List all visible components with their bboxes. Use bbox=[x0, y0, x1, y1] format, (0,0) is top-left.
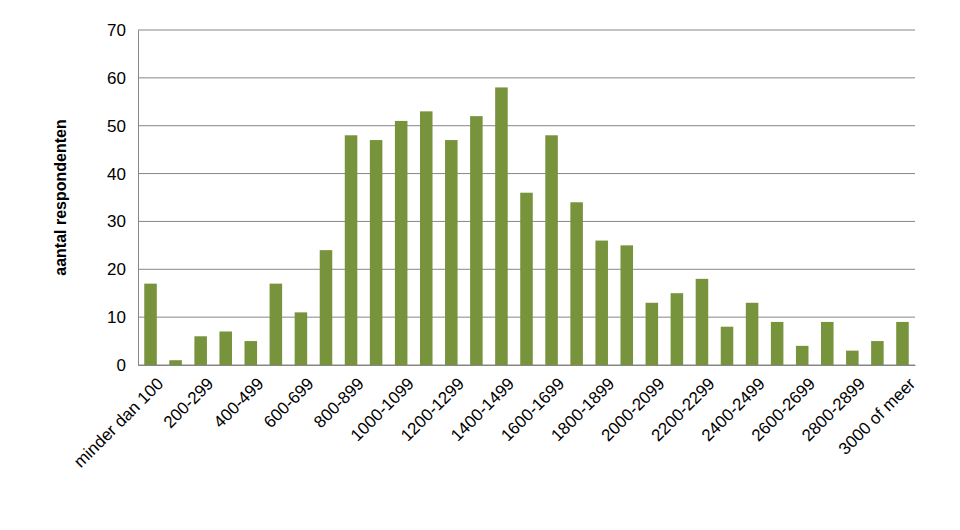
plot: 0 10 20 30 40 50 60 70 minder dan 100200-299400-… bbox=[70, 21, 919, 471]
y-tick: 30 bbox=[107, 212, 138, 231]
bar bbox=[345, 135, 358, 365]
bar bbox=[671, 293, 684, 365]
y-tick-label: 30 bbox=[107, 212, 126, 231]
bar bbox=[470, 116, 483, 365]
chart: 0 10 20 30 40 50 60 70 minder dan 100200-299400-… bbox=[0, 0, 960, 530]
bar bbox=[570, 202, 583, 365]
bar bbox=[846, 351, 859, 365]
bar bbox=[896, 322, 909, 365]
bar bbox=[169, 360, 182, 365]
bar bbox=[370, 140, 383, 365]
bar bbox=[445, 140, 458, 365]
bar bbox=[520, 193, 533, 365]
grid-line bbox=[138, 30, 915, 31]
grid bbox=[138, 30, 915, 365]
x-tick: 600-699 bbox=[260, 365, 318, 432]
x-tick: 3000 of meer bbox=[835, 365, 920, 459]
x-axis: minder dan 100200-299400-499600-699800-8… bbox=[70, 365, 919, 471]
grid-line bbox=[138, 173, 915, 174]
x-tick: minder dan 100 bbox=[70, 365, 167, 471]
y-axis: 0 10 20 30 40 50 60 70 bbox=[107, 21, 138, 375]
bar bbox=[144, 284, 157, 365]
bar bbox=[495, 87, 508, 365]
y-tick-label: 0 bbox=[117, 356, 126, 375]
bar bbox=[646, 303, 659, 365]
y-axis-line bbox=[138, 31, 139, 366]
x-tick-label: 200-299 bbox=[160, 374, 218, 432]
y-tick-label: 10 bbox=[107, 308, 126, 327]
y-tick: 60 bbox=[107, 69, 138, 88]
bar bbox=[595, 241, 608, 365]
bars bbox=[144, 87, 908, 365]
y-tick: 0 bbox=[117, 356, 138, 375]
bar bbox=[721, 327, 734, 365]
bar bbox=[821, 322, 834, 365]
y-tick: 10 bbox=[107, 308, 138, 327]
bar bbox=[219, 332, 232, 366]
x-tick: 400-499 bbox=[210, 365, 268, 432]
bar bbox=[295, 312, 308, 365]
bar bbox=[420, 111, 433, 365]
y-axis-title: aantal respondenten bbox=[52, 119, 69, 275]
x-tick-label: 400-499 bbox=[210, 374, 268, 432]
x-tick-label: 600-699 bbox=[260, 374, 318, 432]
y-tick: 40 bbox=[107, 165, 138, 184]
bar bbox=[545, 135, 558, 365]
bar bbox=[696, 279, 709, 365]
y-tick-label: 60 bbox=[107, 69, 126, 88]
y-tick-label: 20 bbox=[107, 260, 126, 279]
bar bbox=[320, 250, 333, 365]
x-axis-line bbox=[139, 365, 916, 366]
bar bbox=[620, 245, 633, 365]
x-tick-label: 3000 of meer bbox=[835, 374, 920, 459]
bar bbox=[771, 322, 784, 365]
grid-line bbox=[138, 77, 915, 78]
bar bbox=[270, 284, 283, 365]
y-tick-label: 50 bbox=[107, 117, 126, 136]
y-tick-label: 40 bbox=[107, 165, 126, 184]
bar bbox=[871, 341, 884, 365]
bar bbox=[395, 121, 408, 365]
grid-line bbox=[138, 125, 915, 126]
y-tick: 20 bbox=[107, 260, 138, 279]
y-tick: 50 bbox=[107, 117, 138, 136]
y-tick-label: 70 bbox=[107, 21, 126, 40]
bar bbox=[796, 346, 809, 365]
y-tick: 70 bbox=[107, 21, 138, 40]
x-tick: 200-299 bbox=[160, 365, 218, 432]
bar bbox=[746, 303, 759, 365]
bar bbox=[194, 336, 207, 365]
x-tick-label: minder dan 100 bbox=[70, 374, 167, 471]
bar bbox=[245, 341, 258, 365]
